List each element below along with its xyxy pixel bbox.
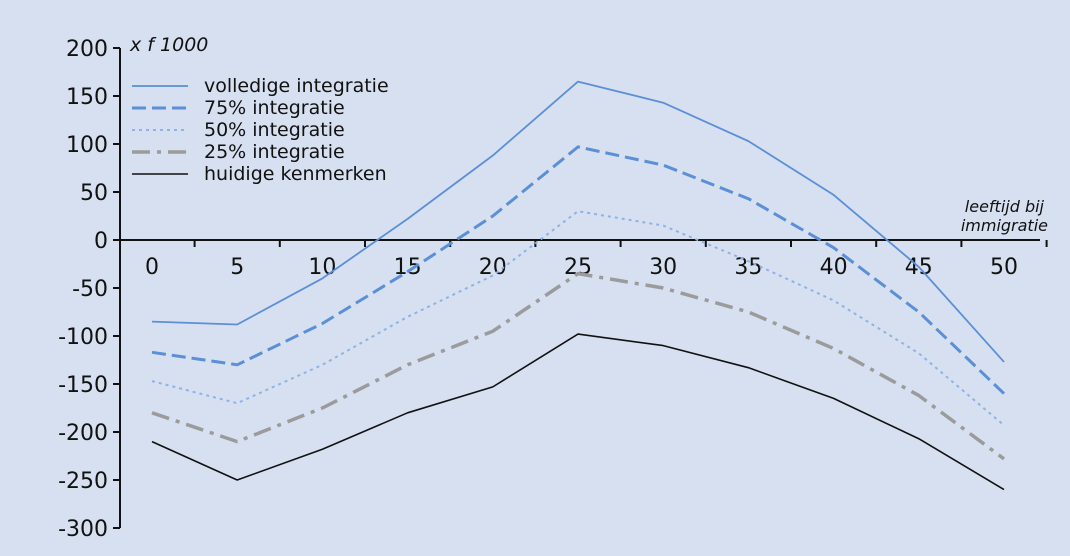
x-tick-label: 35 [734, 255, 762, 280]
y-tick-label: 0 [94, 229, 108, 254]
y-tick-label: 50 [80, 181, 108, 206]
legend-label: 50% integratie [204, 119, 345, 141]
series-layer [151, 80, 1006, 491]
x-tick-label: 5 [230, 255, 244, 280]
series-line-3 [151, 210, 1005, 427]
y-tick-label: -300 [58, 517, 108, 542]
y-tick-label: -150 [58, 373, 108, 398]
y-tick-label: 200 [66, 37, 108, 62]
x-tick-label: 40 [820, 255, 848, 280]
y-tick-label: 150 [66, 85, 108, 110]
legend-label: 25% integratie [204, 141, 345, 163]
x-tick-label: 50 [990, 255, 1018, 280]
x-tick-label: 0 [145, 255, 159, 280]
x-axis-label-line1: leeftijd bij [965, 197, 1045, 216]
legend-label: volledige integratie [204, 75, 389, 97]
x-tick-label: 30 [649, 255, 677, 280]
x-axis-label-line2: immigratie [961, 216, 1048, 235]
legend-label: 75% integratie [204, 97, 345, 119]
y-tick-label: 100 [66, 133, 108, 158]
legend-label: huidige kenmerken [204, 163, 387, 185]
y-tick-label: -50 [72, 277, 108, 302]
y-unit-label: x f 1000 [129, 34, 208, 56]
x-tick-label: 10 [308, 255, 336, 280]
y-tick-label: -200 [58, 421, 108, 446]
y-tick-label: -100 [58, 325, 108, 350]
y-tick-label: -250 [58, 469, 108, 494]
